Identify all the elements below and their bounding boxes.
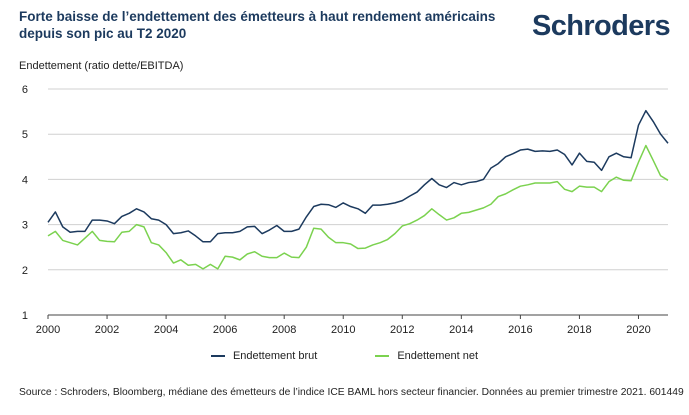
chart-title-line2: depuis son pic au T2 2020 xyxy=(19,26,187,41)
x-tick-label-2006: 2006 xyxy=(213,324,237,336)
series-line-net xyxy=(47,144,669,270)
x-tick-label-2020: 2020 xyxy=(626,324,650,336)
x-tick-label-2008: 2008 xyxy=(272,324,296,336)
y-tick-label-2: 2 xyxy=(22,265,28,277)
y-tick-label-5: 5 xyxy=(22,129,28,141)
y-tick-label-3: 3 xyxy=(22,220,28,232)
series-line-brut xyxy=(47,109,669,243)
legend-swatch-net xyxy=(375,355,390,357)
x-tick-label-2010: 2010 xyxy=(331,324,355,336)
schroders-logo: Schroders xyxy=(531,10,671,42)
x-tick-label-2004: 2004 xyxy=(154,324,178,336)
legend-label-brut: Endettement brut xyxy=(232,350,318,362)
x-tick-label-2016: 2016 xyxy=(508,324,532,336)
x-tick-label-2000: 2000 xyxy=(36,324,60,336)
y-tick-label-1: 1 xyxy=(22,310,28,322)
legend-label-net: Endettement net xyxy=(397,350,479,362)
y-tick-label-6: 6 xyxy=(22,84,28,96)
y-axis-label: Endettement (ratio dette/EBITDA) xyxy=(19,60,184,72)
legend-item-net: Endettement net xyxy=(375,350,478,362)
series-lines xyxy=(47,109,669,270)
source-note: Source : Schroders, Bloomberg, médiane d… xyxy=(19,387,684,398)
grid-lines xyxy=(48,88,668,316)
chart-title: Forte baisse de l’endettement des émette… xyxy=(19,8,519,42)
x-tick-label-2018: 2018 xyxy=(567,324,591,336)
legend-swatch-brut xyxy=(210,355,225,357)
x-tick-label-2012: 2012 xyxy=(390,324,414,336)
y-tick-label-4: 4 xyxy=(22,174,28,186)
y-tick-labels: 1 2 3 4 5 6 xyxy=(22,84,28,322)
x-tick-label-2002: 2002 xyxy=(95,324,119,336)
legend: Endettement brut Endettement net xyxy=(0,350,689,362)
x-tick-labels: 2000 2002 2004 2006 2008 2010 2012 2014 2016 2018… xyxy=(36,315,651,336)
x-tick-label-2014: 2014 xyxy=(449,324,473,336)
legend-item-brut: Endettement brut xyxy=(210,350,318,362)
chart-title-line1: Forte baisse de l’endettement des émette… xyxy=(19,9,496,24)
